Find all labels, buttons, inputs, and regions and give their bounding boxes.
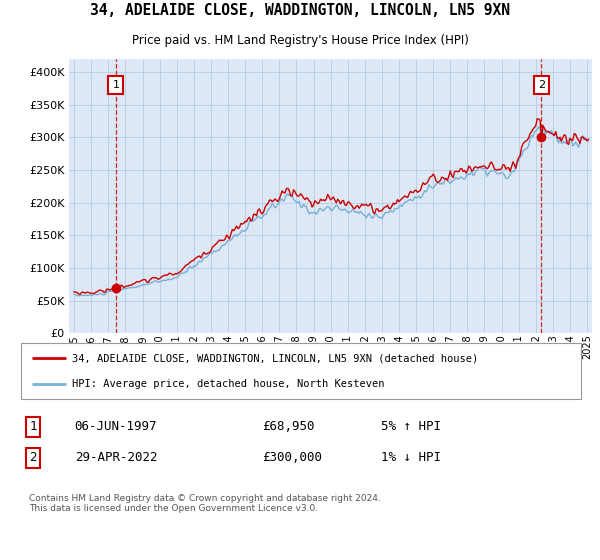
Text: HPI: Average price, detached house, North Kesteven: HPI: Average price, detached house, Nort…	[72, 379, 385, 389]
Text: 2: 2	[29, 451, 37, 464]
Text: 1: 1	[112, 80, 119, 90]
Text: 5% ↑ HPI: 5% ↑ HPI	[381, 420, 441, 433]
Text: Contains HM Land Registry data © Crown copyright and database right 2024.
This d: Contains HM Land Registry data © Crown c…	[29, 494, 381, 514]
Text: £68,950: £68,950	[262, 420, 314, 433]
Text: 34, ADELAIDE CLOSE, WADDINGTON, LINCOLN, LN5 9XN (detached house): 34, ADELAIDE CLOSE, WADDINGTON, LINCOLN,…	[72, 353, 478, 363]
Text: 2: 2	[538, 80, 545, 90]
Text: 1% ↓ HPI: 1% ↓ HPI	[381, 451, 441, 464]
Text: Price paid vs. HM Land Registry's House Price Index (HPI): Price paid vs. HM Land Registry's House …	[131, 34, 469, 47]
Text: 1: 1	[29, 420, 37, 433]
Text: £300,000: £300,000	[262, 451, 322, 464]
Text: 29-APR-2022: 29-APR-2022	[75, 451, 157, 464]
FancyBboxPatch shape	[21, 343, 581, 399]
Text: 34, ADELAIDE CLOSE, WADDINGTON, LINCOLN, LN5 9XN: 34, ADELAIDE CLOSE, WADDINGTON, LINCOLN,…	[90, 3, 510, 18]
Text: 06-JUN-1997: 06-JUN-1997	[75, 420, 157, 433]
